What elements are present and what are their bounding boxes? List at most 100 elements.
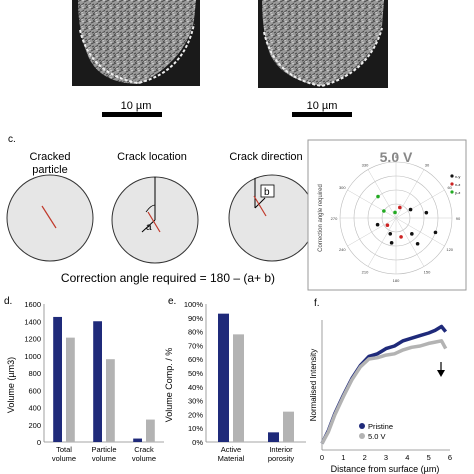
y-tick-label: 70%	[188, 341, 203, 350]
panel-c: c. Cracked particle Crack location a Crac…	[6, 134, 316, 285]
chart-f-ylabel: Normalised Intensity	[309, 349, 318, 421]
polar-point	[382, 209, 386, 213]
polar-tick-label: 300	[339, 185, 346, 190]
y-tick-label: 20%	[188, 410, 203, 419]
correction-formula: Correction angle required = 180 – (a+ b)	[61, 271, 275, 285]
polar-grid: 0 30 60 90 120 150 180 210 240 270 300 330	[331, 154, 461, 283]
panel-c-letter: c.	[8, 134, 16, 145]
chart-e-ylabel: Volume Comp. / %	[164, 348, 174, 423]
series-line	[320, 339, 448, 445]
x-tick-label: 3	[384, 453, 388, 462]
y-tick-label: 1400	[24, 317, 41, 326]
polar-point	[389, 241, 394, 245]
y-tick-label: 30%	[188, 397, 203, 406]
angle-b-label: b	[264, 187, 270, 198]
y-tick-label: 100%	[184, 300, 204, 309]
bar	[218, 313, 229, 442]
chart-d-ylabel: Volume (µm3)	[6, 357, 16, 413]
y-tick-label: 50%	[188, 369, 203, 378]
polar-point	[398, 205, 402, 210]
polar-tick-label: 60	[447, 185, 452, 190]
polar-legend: x-y x-z y-z	[450, 174, 460, 195]
bar	[233, 334, 244, 442]
polar-point	[408, 207, 413, 212]
micrograph-panel	[72, 0, 388, 88]
chart-f-intensity: f. Normalised Intensity Distance from su…	[309, 298, 452, 474]
y-tick-label: 400	[28, 404, 41, 413]
scalebar-right	[292, 112, 352, 117]
polar-point	[375, 222, 380, 227]
polar-tick-label: 120	[446, 247, 453, 252]
panel-d-letter: d.	[4, 296, 12, 307]
particle-left	[78, 0, 196, 84]
polar-point	[415, 241, 420, 246]
bar	[133, 438, 142, 442]
y-tick-label: 10%	[188, 424, 203, 433]
y-tick-label: 1200	[24, 335, 41, 344]
legend-entry: Pristine	[368, 422, 393, 431]
y-tick-label: 1600	[24, 300, 41, 309]
y-tick-label: 60%	[188, 355, 203, 364]
bar	[268, 432, 279, 442]
chart-d-volume: d. Volume (µm3) 0 200 400 600 800 1000 1200 140…	[4, 296, 164, 463]
y-tick-label: 200	[28, 421, 41, 430]
polar-point	[410, 232, 414, 236]
scalebar-left	[102, 112, 162, 117]
particle-right	[262, 0, 384, 86]
polar-point	[393, 210, 397, 215]
y-tick-label: 40%	[188, 383, 203, 392]
panel-f-letter: f.	[314, 298, 320, 309]
legend-entry: 5.0 V	[368, 432, 386, 441]
crack-direction-label: Crack direction	[229, 151, 302, 163]
polar-point	[424, 210, 429, 215]
angle-a-label: a	[146, 222, 152, 233]
category-label: Active	[221, 445, 241, 454]
y-tick-label: 0	[37, 438, 41, 447]
polar-point	[376, 194, 380, 199]
polar-point	[433, 230, 438, 235]
y-tick-label: 800	[28, 369, 41, 378]
polar-tick-label: 30	[425, 162, 430, 167]
x-tick-label: 5	[427, 453, 431, 462]
y-tick-label: 1000	[24, 352, 41, 361]
polar-tick-label: 210	[362, 270, 369, 275]
polar-tick-label: 0	[395, 154, 398, 159]
legend-yz: y-z	[455, 190, 460, 195]
polar-tick-label: 270	[331, 216, 338, 221]
cracked-particle-label: Cracked particle	[30, 151, 71, 176]
y-tick-label: 90%	[188, 314, 203, 323]
polar-plot: 5.0 V Correction angle required 0 30 60 90 1…	[307, 139, 467, 291]
category-label: porosity	[268, 454, 295, 463]
chart-e-composition: e. Volume Comp. / % 0% 10% 20% 30% 40% 50% 60%…	[164, 296, 306, 463]
panel-e-letter: e.	[168, 296, 176, 307]
x-tick-label: 6	[448, 453, 452, 462]
category-label: Particle	[91, 445, 116, 454]
bar	[53, 316, 62, 442]
bar	[106, 359, 115, 442]
category-label: Total	[56, 445, 72, 454]
polar-tick-label: 90	[456, 216, 461, 221]
y-tick-label: 80%	[188, 328, 203, 337]
category-label: Material	[218, 454, 245, 463]
y-tick-label: 600	[28, 386, 41, 395]
x-tick-label: 2	[363, 453, 367, 462]
bar	[146, 419, 155, 442]
x-tick-label: 4	[405, 453, 409, 462]
x-tick-label: 1	[341, 453, 345, 462]
crack-location-label: Crack location	[117, 151, 187, 163]
y-tick-label: 0%	[192, 438, 203, 447]
polar-points	[375, 194, 438, 246]
polar-tick-label: 240	[339, 247, 346, 252]
category-label: volume	[132, 454, 156, 463]
polar-ylabel: Correction angle required	[318, 184, 324, 252]
bar	[283, 411, 294, 442]
category-label: Interior	[269, 445, 293, 454]
scalebar-left-label: 10 µm	[121, 100, 152, 112]
scalebar-right-label: 10 µm	[307, 100, 338, 112]
bar	[66, 337, 75, 442]
polar-tick-label: 150	[424, 270, 431, 275]
polar-point	[385, 223, 390, 227]
polar-title: 5.0 V	[380, 149, 413, 165]
chart-f-xlabel: Distance from surface (µm)	[331, 464, 440, 474]
category-label: volume	[52, 454, 76, 463]
